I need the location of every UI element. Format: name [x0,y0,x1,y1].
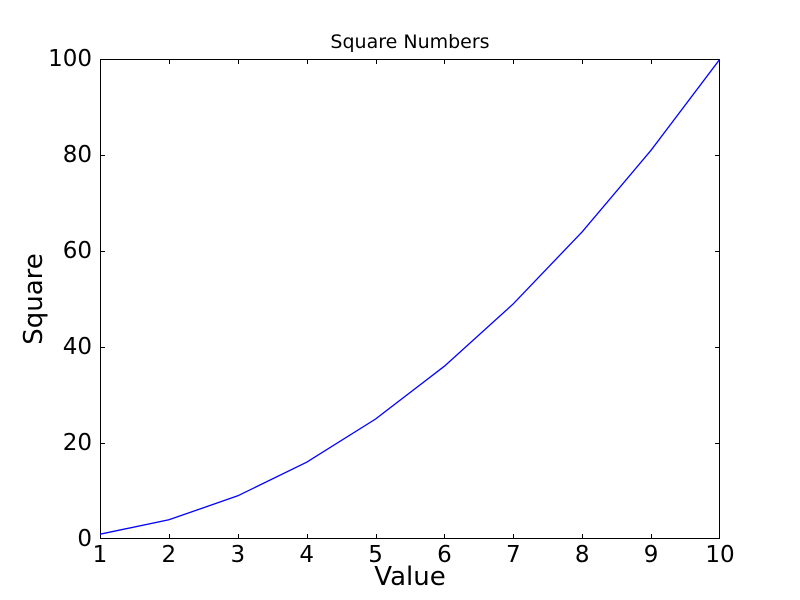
x-tick-label: 10 [705,542,735,568]
x-tick-label: 5 [368,542,383,568]
y-tick-label: 0 [77,526,92,552]
x-tick-label: 7 [506,542,521,568]
x-tick-label: 2 [161,542,177,568]
y-tick-label: 40 [62,334,92,360]
tick-marks [100,59,720,539]
axes-frame [100,59,720,539]
y-axis-label: Square [19,253,49,345]
y-tick-label: 100 [48,46,92,72]
chart-title: Square Numbers [330,31,490,53]
x-tick-label: 6 [437,542,452,568]
line-chart-canvas [100,59,720,539]
x-axis-label: Value [374,562,446,592]
x-tick-label: 4 [299,542,314,568]
series-line-squares [100,59,720,535]
y-tick-label: 80 [62,142,92,168]
y-tick-label: 20 [62,430,92,456]
x-tick-label: 9 [643,542,659,568]
plot-area [100,59,720,539]
y-tick-label: 60 [62,238,92,264]
x-tick-label: 8 [574,542,590,568]
x-tick-label: 1 [92,542,108,568]
x-tick-label: 3 [230,542,246,568]
